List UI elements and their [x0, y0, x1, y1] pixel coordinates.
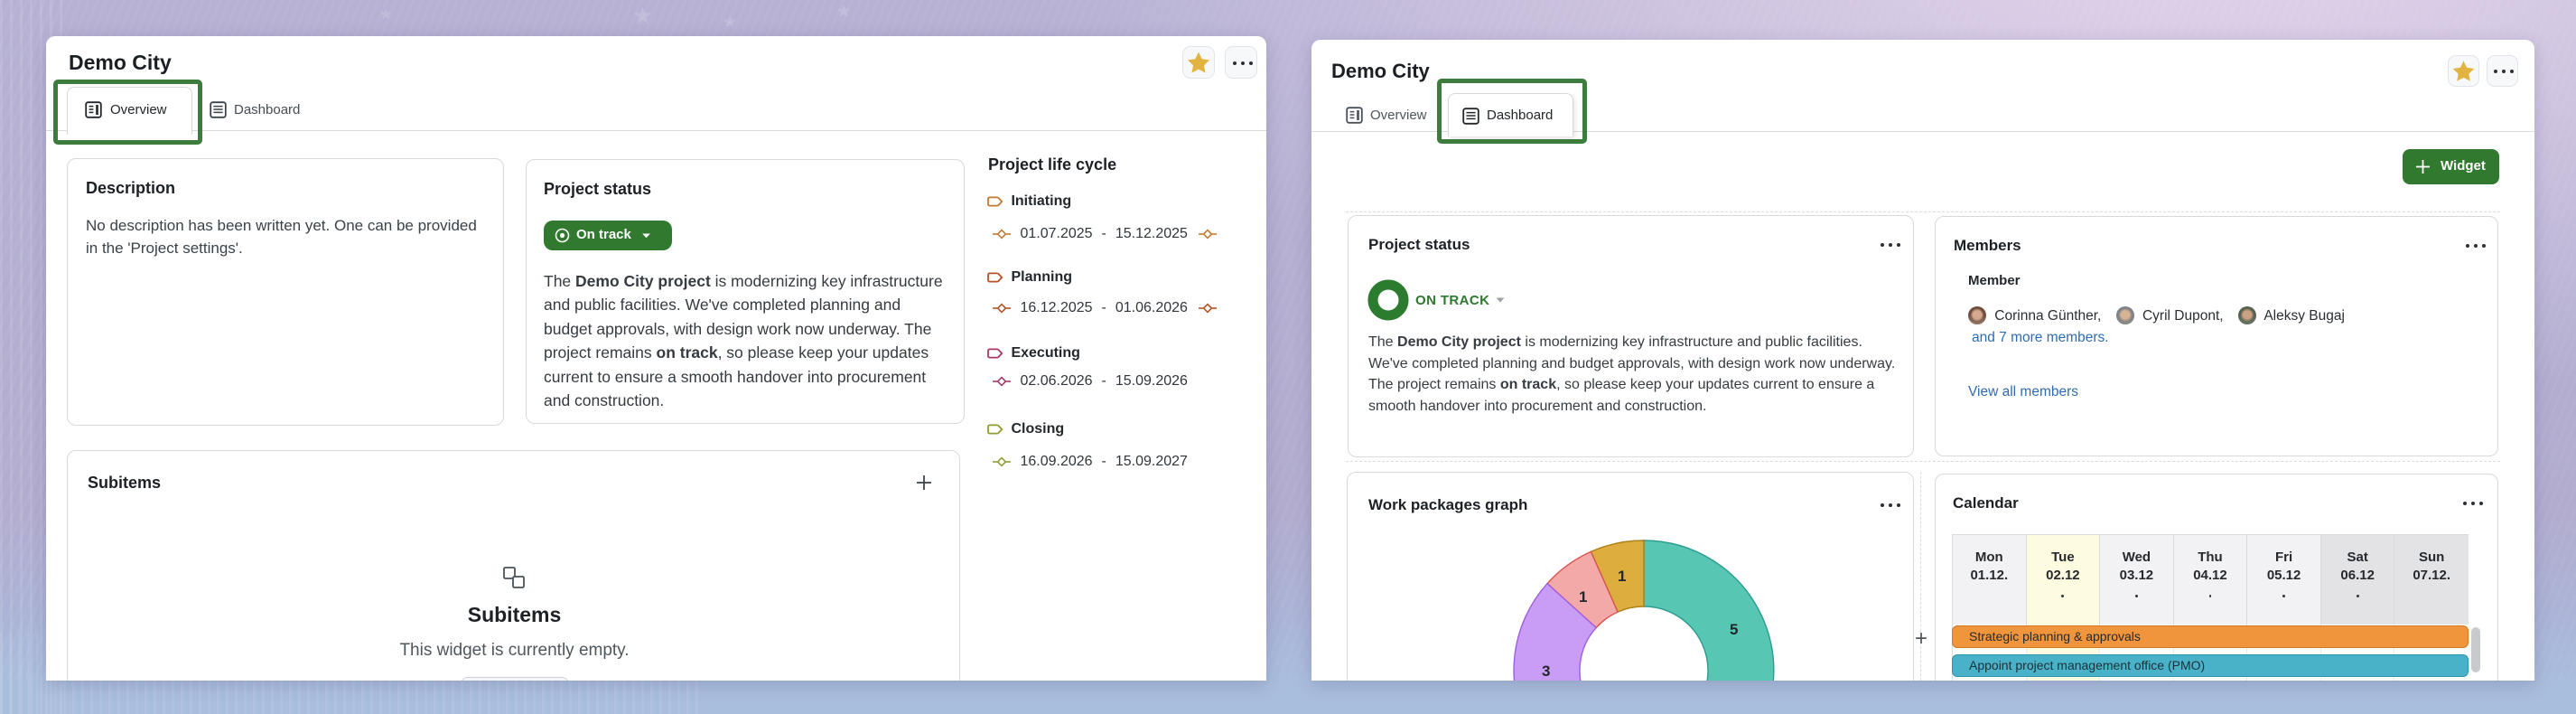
svg-text:1: 1 — [1618, 568, 1626, 585]
svg-text:1: 1 — [1579, 588, 1587, 606]
svg-text:3: 3 — [1542, 662, 1550, 680]
svg-text:5: 5 — [1730, 621, 1738, 638]
